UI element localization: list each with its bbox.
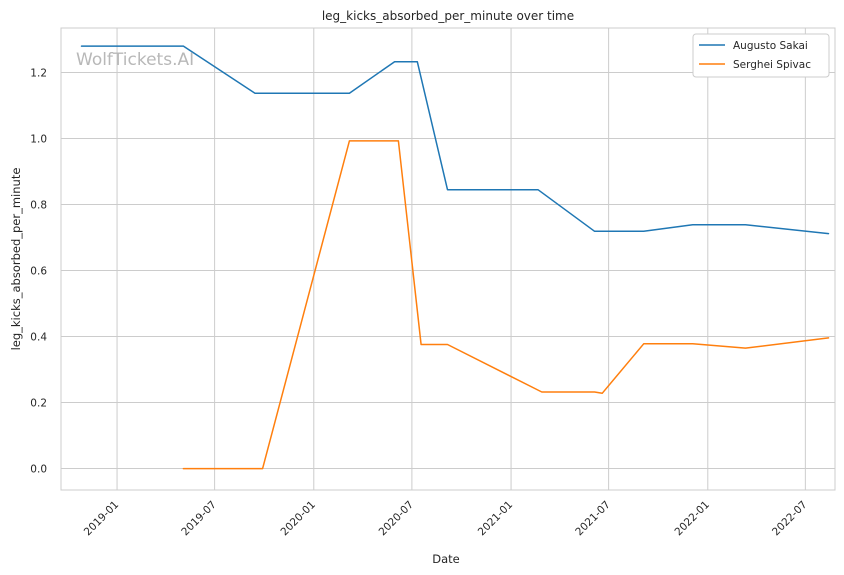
- legend-label: Serghei Spivac: [733, 59, 811, 71]
- y-tick-label: 1.2: [30, 68, 47, 80]
- legend: Augusto Sakai Serghei Spivac: [692, 33, 830, 78]
- grid: [61, 28, 835, 490]
- x-tick-label: 2021-01: [476, 499, 516, 539]
- series-layer: [80, 45, 830, 470]
- y-axis: 0.0 0.2 0.4 0.6 0.8 1.0 1.2: [30, 68, 47, 476]
- plot-background: [61, 28, 835, 490]
- series-line-0: [80, 45, 830, 235]
- y-tick-label: 0.6: [30, 266, 47, 278]
- series-line-1: [182, 140, 830, 470]
- y-tick-label: 0.8: [30, 200, 47, 212]
- plot-frame: [60, 27, 836, 491]
- legend-box: [692, 33, 830, 78]
- x-axis: 2019-01 2019-07 2020-01 2020-07 2021-01 2021-…: [82, 499, 810, 539]
- chart-title: leg_kicks_absorbed_per_minute over time: [322, 9, 574, 23]
- watermark: WolfTickets.AI: [76, 50, 194, 70]
- y-tick-label: 0.4: [30, 332, 47, 344]
- y-tick-label: 0.2: [30, 398, 47, 410]
- x-tick-label: 2022-07: [770, 499, 810, 539]
- x-axis-label: Date: [432, 552, 460, 566]
- x-tick-label: 2019-07: [179, 499, 219, 539]
- y-tick-label: 1.0: [30, 134, 47, 146]
- y-axis-label: leg_kicks_absorbed_per_minute: [9, 168, 23, 351]
- x-tick-label: 2021-07: [573, 499, 613, 539]
- y-tick-label: 0.0: [30, 464, 47, 476]
- x-tick-label: 2022-01: [673, 499, 713, 539]
- x-tick-label: 2020-07: [377, 499, 417, 539]
- legend-label: Augusto Sakai: [733, 40, 808, 52]
- x-tick-label: 2020-01: [278, 499, 318, 539]
- x-tick-label: 2019-01: [82, 499, 122, 539]
